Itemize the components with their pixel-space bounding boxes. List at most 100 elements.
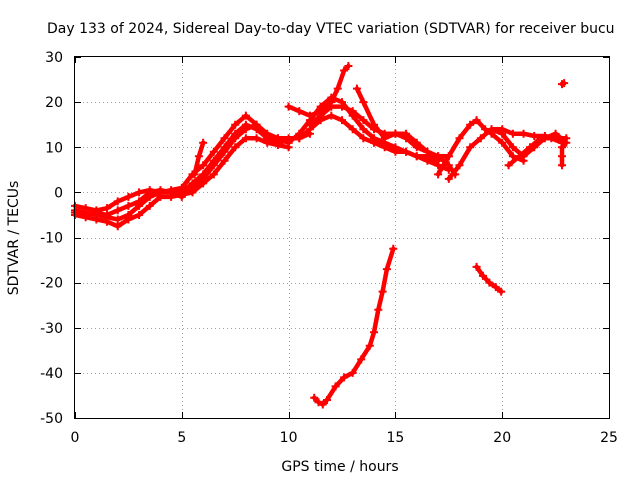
data-point <box>241 120 250 129</box>
x-tick-label: 5 <box>177 430 186 446</box>
series-line <box>311 246 396 407</box>
y-tick-label: -40 <box>40 366 63 382</box>
y-tick-label: -50 <box>40 411 63 427</box>
data-point <box>558 138 567 147</box>
data-point <box>487 125 496 134</box>
data-point <box>365 341 374 350</box>
data-point <box>423 147 432 156</box>
data-point <box>536 134 545 143</box>
series-arc-spike-6h <box>190 138 208 179</box>
data-point <box>305 120 314 129</box>
data-point <box>103 217 112 226</box>
data-point <box>444 161 453 170</box>
y-tick-label: 20 <box>45 95 63 111</box>
data-point <box>135 210 144 219</box>
y-tick-label: -30 <box>40 321 63 337</box>
data-point <box>273 138 282 147</box>
data-point <box>103 210 112 219</box>
data-point <box>209 156 218 165</box>
series-arc-late-5 <box>504 134 567 170</box>
data-point <box>135 197 144 206</box>
data-point <box>135 188 144 197</box>
data-point <box>177 188 186 197</box>
data-point <box>199 179 208 188</box>
data-point <box>81 204 90 213</box>
y-tick-label: 10 <box>45 140 63 156</box>
data-point <box>188 188 197 197</box>
data-point <box>231 120 240 129</box>
data-point <box>380 143 389 152</box>
data-point <box>434 152 443 161</box>
data-point <box>402 129 411 138</box>
data-point <box>508 143 517 152</box>
data-point <box>209 147 218 156</box>
data-point <box>466 120 475 129</box>
data-point <box>498 138 507 147</box>
data-point <box>81 210 90 219</box>
data-point <box>444 174 453 183</box>
data-point <box>370 328 379 337</box>
data-point <box>508 129 517 138</box>
data-point <box>519 129 528 138</box>
data-point <box>316 111 325 120</box>
data-point <box>124 201 133 210</box>
data-point <box>188 179 197 188</box>
data-point <box>380 134 389 143</box>
data-point <box>359 134 368 143</box>
data-point <box>252 125 261 134</box>
data-point <box>562 134 571 143</box>
data-point <box>515 152 524 161</box>
y-tick-label: 30 <box>45 50 63 66</box>
data-point <box>558 161 567 170</box>
data-point <box>391 129 400 138</box>
data-point <box>92 215 101 224</box>
data-point <box>167 188 176 197</box>
data-point <box>359 125 368 134</box>
data-point <box>476 134 485 143</box>
data-point <box>370 120 379 129</box>
data-point <box>547 134 556 143</box>
data-point <box>199 161 208 170</box>
data-point <box>340 373 349 382</box>
data-point <box>558 152 567 161</box>
data-point <box>124 192 133 201</box>
data-point <box>190 170 199 179</box>
data-point <box>327 111 336 120</box>
data-point <box>389 244 398 253</box>
series-arc-neg-main <box>310 244 398 409</box>
x-axis-label: GPS time / hours <box>281 459 398 475</box>
data-point <box>194 152 203 161</box>
data-point <box>466 143 475 152</box>
data-point <box>145 201 154 210</box>
data-point <box>352 84 361 93</box>
plot-frame <box>74 56 610 419</box>
data-point <box>504 161 513 170</box>
data-point <box>391 147 400 156</box>
data-point <box>316 102 325 111</box>
data-point <box>241 111 250 120</box>
data-point <box>444 152 453 161</box>
data-point <box>199 170 208 179</box>
data-point <box>241 134 250 143</box>
data-point <box>156 186 165 195</box>
data-point <box>402 147 411 156</box>
data-point <box>103 204 112 213</box>
y-axis-label: SDTVAR / TECUs <box>6 181 22 296</box>
y-tick-label: -20 <box>40 276 63 292</box>
y-tick-label: -10 <box>40 231 63 247</box>
chart-title: Day 133 of 2024, Sidereal Day-to-day VTE… <box>47 21 615 37</box>
data-point <box>310 393 319 402</box>
data-point <box>348 125 357 134</box>
data-point <box>382 265 391 274</box>
data-point <box>284 102 293 111</box>
data-point <box>340 66 349 75</box>
data-point <box>525 143 534 152</box>
y-tick-label: 0 <box>54 185 63 201</box>
data-point <box>318 400 327 409</box>
data-point <box>199 138 208 147</box>
data-point <box>263 134 272 143</box>
data-point <box>338 116 346 125</box>
data-point <box>327 93 336 102</box>
data-point <box>497 287 506 296</box>
data-point <box>455 134 464 143</box>
